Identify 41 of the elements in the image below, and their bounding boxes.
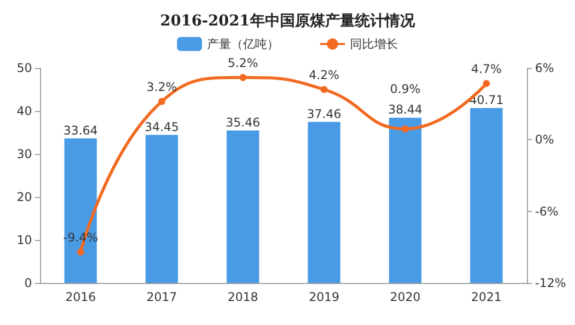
y-tick-label: 20 (16, 190, 32, 204)
x-tick-label: 2018 (228, 290, 258, 304)
y-tick-label: 30 (16, 147, 32, 161)
x-tick-label: 2019 (308, 290, 340, 304)
data-label: 5.2% (228, 56, 258, 70)
data-label: 0.9% (390, 82, 420, 96)
point (320, 86, 328, 93)
data-label: 38.44 (388, 102, 422, 117)
chart-title: 2016-2021年中国原煤产量统计情况 (160, 12, 416, 30)
y2-tick-label: 0% (535, 132, 554, 147)
bar (226, 130, 260, 283)
x-tick-label: 2016 (65, 290, 96, 304)
data-label: 4.2% (308, 68, 340, 82)
legend-label: 产量（亿吨） (207, 37, 279, 51)
y-tick-label: 40 (16, 104, 32, 118)
y2-tick-label: 6% (535, 61, 554, 75)
bar (146, 134, 178, 283)
legend-label: 同比增长 (350, 37, 398, 51)
point (402, 125, 409, 132)
data-label: 34.45 (144, 120, 179, 134)
point (239, 74, 246, 82)
point (77, 248, 84, 256)
bar (389, 118, 422, 283)
y-tick-label: 50 (16, 61, 32, 75)
bar (64, 138, 97, 283)
bar (470, 108, 503, 283)
y-tick-label: 0 (24, 276, 32, 290)
data-label: 35.46 (226, 116, 260, 130)
point (158, 98, 166, 105)
point (482, 80, 490, 88)
data-label: 33.64 (63, 123, 98, 138)
y2-tick-label: -6% (535, 204, 558, 218)
x-tick-label: 2017 (146, 290, 178, 304)
x-tick-label: 2020 (390, 290, 421, 304)
data-label: 37.46 (306, 106, 342, 121)
data-label: 4.7% (471, 62, 502, 76)
y-tick-label: 10 (16, 233, 32, 247)
x-tick-label: 2021 (471, 290, 502, 304)
data-label: 3.2% (146, 80, 177, 94)
y2-tick-label: -12% (535, 276, 566, 290)
bar (308, 122, 340, 283)
